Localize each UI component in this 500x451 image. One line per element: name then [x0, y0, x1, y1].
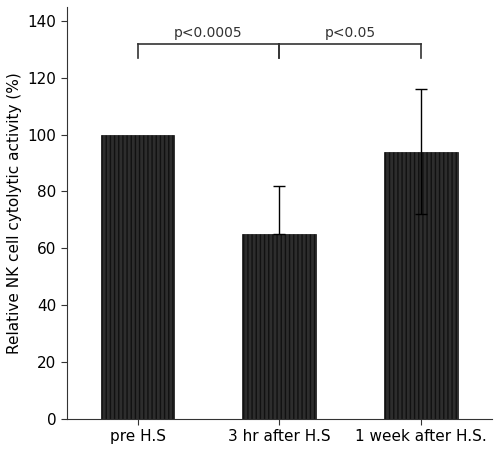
- Text: p<0.05: p<0.05: [324, 26, 376, 40]
- Bar: [242, 234, 316, 419]
- Bar: [384, 152, 458, 419]
- Bar: [101, 135, 174, 419]
- Y-axis label: Relative NK cell cytolytic activity (%): Relative NK cell cytolytic activity (%): [7, 72, 22, 354]
- Text: p<0.0005: p<0.0005: [174, 26, 243, 40]
